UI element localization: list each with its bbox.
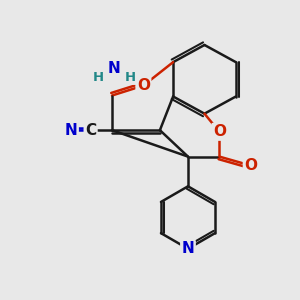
Text: H: H <box>125 70 136 84</box>
Text: O: O <box>137 78 150 93</box>
Text: O: O <box>244 158 257 173</box>
Text: N: N <box>182 241 194 256</box>
Text: C: C <box>85 123 96 138</box>
Text: N: N <box>64 123 77 138</box>
Text: N: N <box>108 61 121 76</box>
Text: O: O <box>213 124 226 139</box>
Text: H: H <box>93 70 104 84</box>
